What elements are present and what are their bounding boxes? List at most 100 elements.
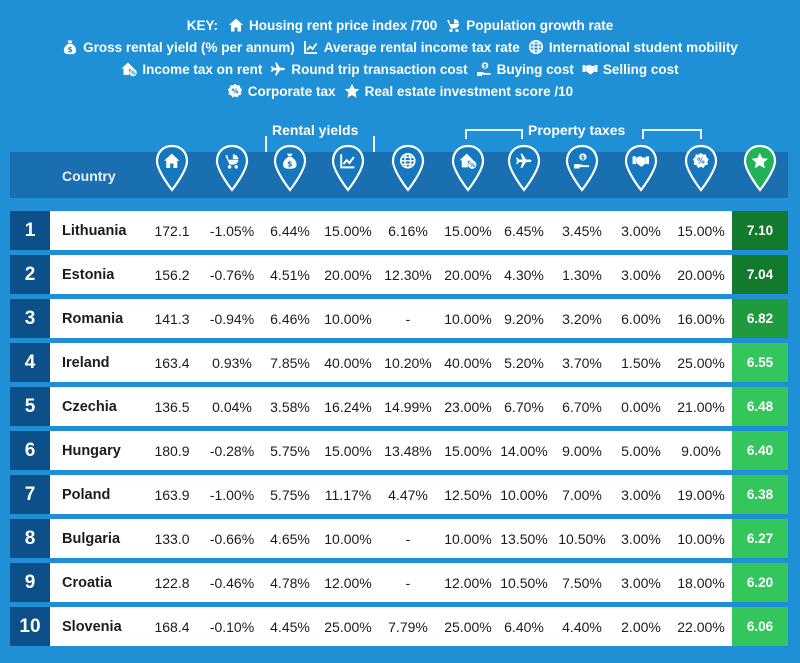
svg-text:$: $ (581, 154, 585, 161)
legend-item-label: International student mobility (548, 39, 738, 55)
value-cell: 6.46% (270, 310, 310, 327)
column-header-pin (624, 144, 658, 192)
value-cell: 6.70% (562, 398, 602, 415)
value-cell: 1.30% (562, 266, 602, 283)
value-cell: 15.00% (444, 222, 492, 239)
value-cell: 16.24% (324, 398, 372, 415)
pin-marker: $ (273, 144, 307, 192)
value-cell: 25.00% (677, 354, 725, 371)
column-header-pin: % (451, 144, 485, 192)
value-cell: -0.66% (209, 530, 255, 547)
table-row: 5 Czechia 136.5 0.04% 3.58% 16.24% 14.99% 23.00… (10, 387, 788, 426)
value-cell: 10.20% (384, 354, 432, 371)
legend-item: Average rental income tax rate (303, 39, 520, 55)
column-header-pin: % (684, 144, 718, 192)
row-cells: Lithuania 172.1 -1.05% 6.44% 15.00% 6.16% 15.0… (50, 211, 732, 250)
value-cell: 163.4 (154, 354, 190, 371)
country-column-header: Country (62, 168, 116, 184)
bracket-property-taxes-left (465, 129, 523, 139)
value-cell: 19.00% (677, 486, 725, 503)
legend-item-label: Housing rent price index /700 (248, 17, 438, 33)
score-cell: 6.06 (732, 607, 788, 646)
value-cell: 13.50% (500, 530, 548, 547)
column-header-pin (507, 144, 541, 192)
value-cell: 3.00% (621, 530, 661, 547)
rank-number: 8 (10, 519, 50, 558)
svg-text:%: % (697, 157, 705, 166)
pin-marker (215, 144, 249, 192)
value-cell: 4.40% (562, 618, 602, 635)
value-cell: 15.00% (324, 442, 372, 459)
score-cell: 7.10 (732, 211, 788, 250)
score-cell: 6.20 (732, 563, 788, 602)
hand-coin-icon: $ (574, 153, 590, 169)
pin-marker (331, 144, 365, 192)
country-cell: Croatia (62, 574, 112, 591)
pin-marker: % (684, 144, 718, 192)
value-cell: 6.44% (270, 222, 310, 239)
score-cell: 6.82 (732, 299, 788, 338)
value-cell: 40.00% (444, 354, 492, 371)
value-cell: 3.00% (621, 266, 661, 283)
value-cell: 20.00% (444, 266, 492, 283)
row-cells: Hungary 180.9 -0.28% 5.75% 15.00% 13.48% 15.00… (50, 431, 732, 470)
value-cell: 12.00% (444, 574, 492, 591)
svg-text:%: % (469, 162, 475, 169)
column-header-pin: $ (273, 144, 307, 192)
plane-icon (271, 62, 286, 76)
svg-text:$: $ (68, 46, 73, 54)
score-cell: 6.38 (732, 475, 788, 514)
pin-marker (507, 144, 541, 192)
score-cell: 7.04 (732, 255, 788, 294)
rank-number: 5 (10, 387, 50, 426)
legend-item: Round trip transaction cost (270, 61, 468, 77)
value-cell: 9.20% (504, 310, 544, 327)
value-cell: 6.70% (504, 398, 544, 415)
value-cell: 22.00% (677, 618, 725, 635)
score-cell: 6.55 (732, 343, 788, 382)
pin-marker (624, 144, 658, 192)
group-label-rental-yields: Rental yields (272, 122, 359, 138)
value-cell: 7.85% (270, 354, 310, 371)
table-row: 9 Croatia 122.8 -0.46% 4.78% 12.00% - 12.00% 10.… (10, 563, 788, 602)
value-cell: 23.00% (444, 398, 492, 415)
value-cell: 7.79% (388, 618, 428, 635)
rank-number: 3 (10, 299, 50, 338)
value-cell: 3.00% (621, 574, 661, 591)
value-cell: 10.00% (444, 310, 492, 327)
table-row: 1 Lithuania 172.1 -1.05% 6.44% 15.00% 6.16% 15.… (10, 211, 788, 250)
legend-item-label: Population growth rate (466, 17, 614, 33)
value-cell: -0.28% (209, 442, 255, 459)
country-cell: Lithuania (62, 222, 127, 239)
table-row: 7 Poland 163.9 -1.00% 5.75% 11.17% 4.47% 12.50%… (10, 475, 788, 514)
rank-number: 10 (10, 607, 50, 646)
value-cell: 4.51% (270, 266, 310, 283)
value-cell: 6.40% (504, 618, 544, 635)
value-cell: 5.00% (621, 442, 661, 459)
value-cell: 10.00% (677, 530, 725, 547)
house-percent-icon: % (121, 62, 138, 77)
legend-item: Selling cost (582, 61, 679, 77)
value-cell: 18.00% (677, 574, 725, 591)
value-cell: 10.00% (444, 530, 492, 547)
country-cell: Poland (62, 486, 111, 503)
row-cells: Ireland 163.4 0.93% 7.85% 40.00% 10.20% 40.00%… (50, 343, 732, 382)
value-cell: 14.00% (500, 442, 548, 459)
rank-number: 4 (10, 343, 50, 382)
value-cell: 13.48% (384, 442, 432, 459)
legend-item-label: Round trip transaction cost (291, 61, 468, 77)
chart-icon (340, 154, 355, 169)
row-cells: Slovenia 168.4 -0.10% 4.45% 25.00% 7.79% 25.00… (50, 607, 732, 646)
legend-item: Housing rent price index /700 (228, 17, 437, 33)
legend-key: KEY: Housing rent price index /700 Populat… (0, 14, 800, 102)
value-cell: 7.50% (562, 574, 602, 591)
value-cell: -1.05% (209, 222, 255, 239)
value-cell: 6.00% (621, 310, 661, 327)
legend-item: % Income tax on rent (121, 61, 262, 77)
country-cell: Estonia (62, 266, 115, 283)
value-cell: 15.00% (444, 442, 492, 459)
pin-marker (743, 144, 777, 192)
value-cell: 5.75% (270, 486, 310, 503)
country-cell: Ireland (62, 354, 110, 371)
value-cell: 0.93% (212, 354, 252, 371)
